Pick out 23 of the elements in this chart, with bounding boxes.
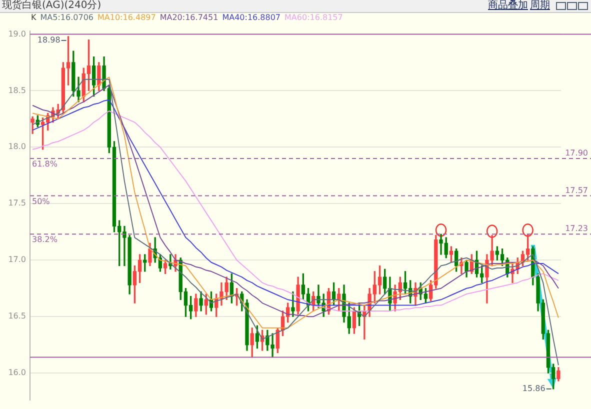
text: MA5:16.0706 <box>40 13 94 22</box>
text: MA10:16.4897 <box>98 13 156 22</box>
annotation: 61.8% <box>32 160 58 169</box>
text: MA20:16.7451 <box>160 13 218 22</box>
y-tick-label: 16.5 <box>8 312 26 321</box>
chart-title: 现货白银(AG)(240分) <box>2 0 102 12</box>
y-tick-label: 19.0 <box>8 29 26 38</box>
y-tick-label: 17.0 <box>8 255 26 264</box>
ref-line-label: 17.23 <box>565 224 588 234</box>
text: MA60:16.8157 <box>284 13 343 22</box>
text: K <box>31 13 36 22</box>
annotation: 38.2% <box>32 235 58 244</box>
ref-line-label: 17.90 <box>565 148 588 158</box>
text: 周期 <box>530 0 550 12</box>
y-tick-label: 17.5 <box>8 198 26 208</box>
ref-line-label: 17.57 <box>565 186 588 195</box>
annotation: 18.98 <box>37 36 60 45</box>
text: MA40:16.8807 <box>222 13 281 22</box>
y-tick-label: 16.0 <box>8 368 26 378</box>
annotation: 15.86 <box>522 384 546 393</box>
y-tick-label: 18.5 <box>8 86 26 95</box>
y-tick-label: 18.0 <box>8 142 26 152</box>
annotation: 50% <box>32 196 50 206</box>
